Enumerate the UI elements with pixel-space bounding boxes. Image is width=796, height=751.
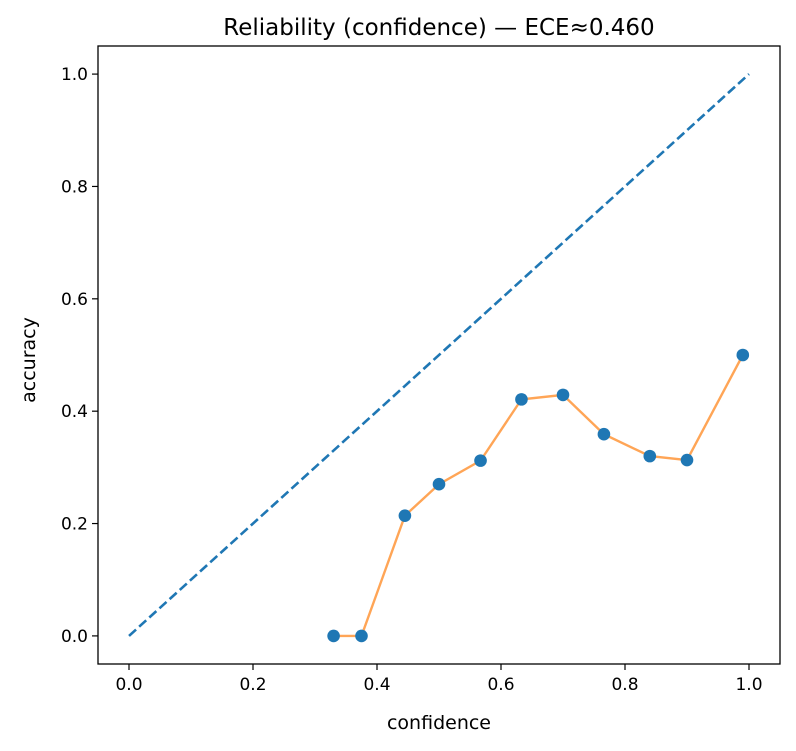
reliability-curve	[333, 354, 744, 638]
x-tick-label: 0.6	[487, 675, 514, 695]
y-tick-label: 0.8	[61, 177, 88, 197]
reliability-point	[398, 509, 412, 522]
chart-title: Reliability (confidence) — ECE≈0.460	[223, 15, 654, 41]
y-axis-label: accuracy	[18, 317, 40, 403]
reliability-point	[432, 477, 446, 491]
x-tick-label: 0.0	[115, 675, 142, 695]
reliability-point	[736, 348, 750, 362]
y-tick-label: 0.6	[61, 290, 88, 310]
x-tick-label: 0.8	[611, 675, 638, 695]
y-tick-label: 0.2	[61, 515, 88, 535]
reliability-point	[355, 629, 368, 643]
y-tick-label: 1.0	[61, 65, 88, 85]
reliability-point	[515, 393, 528, 406]
x-tick-label: 0.4	[363, 675, 390, 695]
reliability-point	[327, 629, 340, 643]
reliability-point	[597, 427, 611, 441]
x-axis-label: confidence	[387, 712, 491, 734]
x-tick-label: 0.2	[239, 675, 266, 695]
perfect-calibration-line	[128, 73, 750, 637]
reliability-point	[680, 453, 694, 467]
plot-frame	[97, 45, 781, 665]
y-tick-label: 0.0	[61, 627, 88, 647]
reliability-point	[556, 388, 570, 402]
reliability-point	[643, 449, 657, 463]
x-tick-label: 1.0	[735, 675, 762, 695]
y-tick-label: 0.4	[61, 402, 88, 422]
reliability-point	[474, 454, 487, 467]
